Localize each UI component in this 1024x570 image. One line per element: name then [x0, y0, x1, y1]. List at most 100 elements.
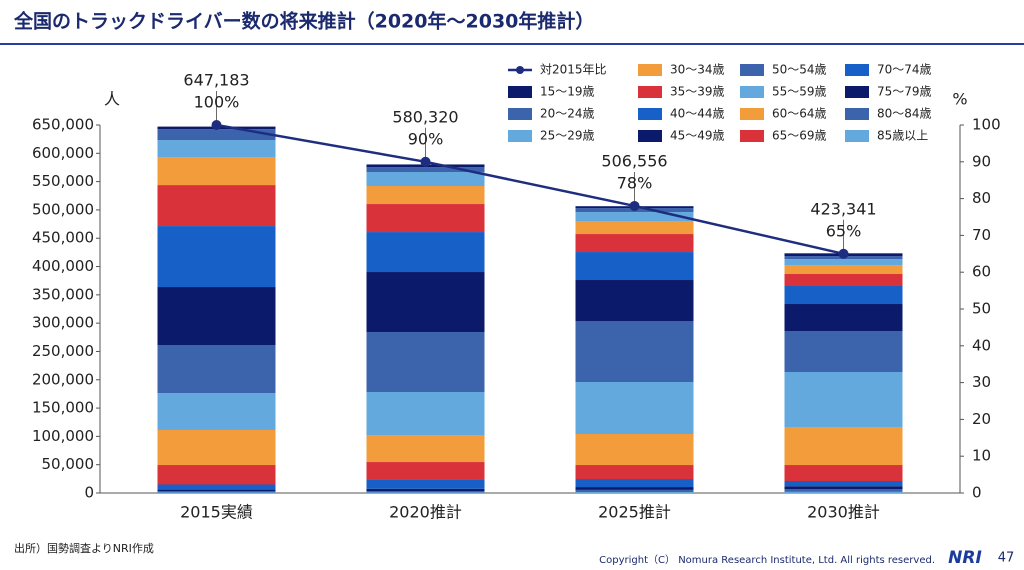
y-tick-label: 500,000 — [32, 200, 94, 218]
ratio-marker — [211, 120, 222, 130]
x-tick-label: 2015実績 — [180, 503, 253, 522]
legend-label: 15～19歳 — [540, 85, 595, 99]
y-tick-label: 150,000 — [32, 399, 94, 417]
total-label: 423,341 — [810, 199, 876, 218]
bar-segment — [157, 492, 276, 493]
y2-tick-label: 40 — [972, 336, 991, 354]
legend-label: 50～54歳 — [772, 63, 827, 77]
bar-segment — [157, 345, 276, 394]
bar-segment — [784, 426, 903, 466]
bar-segment — [575, 487, 694, 490]
legend-swatch — [508, 86, 532, 98]
bar-segment — [157, 429, 276, 466]
y2-tick-label: 90 — [972, 152, 991, 170]
y-tick-label: 50,000 — [42, 455, 95, 473]
bar-segment — [157, 157, 276, 186]
bar-segment — [575, 479, 694, 488]
bar-segment — [575, 221, 694, 235]
y-tick-label: 200,000 — [32, 370, 94, 388]
x-tick-label: 2025推計 — [598, 503, 671, 522]
legend-label: 80～84歳 — [877, 107, 932, 121]
bar-segment — [575, 434, 694, 466]
logo: NRI — [948, 548, 982, 568]
y-tick-label: 250,000 — [32, 342, 94, 360]
bar-segment — [366, 435, 485, 463]
y2-axis-label: % — [952, 90, 967, 109]
bar-segment — [784, 304, 903, 332]
y2-tick-label: 30 — [972, 373, 991, 391]
y-tick-label: 0 — [84, 484, 94, 502]
legend-label: 25～29歳 — [540, 129, 595, 143]
ratio-label: 100% — [194, 93, 240, 112]
bar-segment — [157, 226, 276, 288]
y-tick-label: 600,000 — [32, 144, 94, 162]
bar-segment — [157, 140, 276, 158]
copyright: Copyright（C） Nomura Research Institute, … — [599, 554, 935, 566]
bar-segment — [575, 492, 694, 493]
legend-swatch — [845, 86, 869, 98]
y-tick-label: 350,000 — [32, 285, 94, 303]
y2-tick-label: 0 — [972, 484, 982, 502]
y2-tick-label: 60 — [972, 263, 991, 281]
ratio-marker — [420, 156, 431, 167]
bar-segment — [366, 491, 485, 493]
y2-tick-label: 10 — [972, 447, 991, 465]
y2-tick-label: 80 — [972, 189, 991, 207]
bar-segment — [366, 462, 485, 480]
bar-segment — [575, 280, 694, 322]
bar-segment — [784, 331, 903, 373]
total-label: 647,183 — [183, 71, 249, 90]
legend-label: 45～49歳 — [670, 129, 725, 143]
legend-swatch — [508, 108, 532, 120]
legend-swatch — [845, 64, 869, 76]
legend-swatch — [638, 64, 662, 76]
ratio-label: 65% — [826, 221, 862, 240]
legend-swatch — [845, 108, 869, 120]
bar-segment — [366, 167, 485, 173]
ratio-label: 78% — [617, 173, 653, 192]
legend-swatch — [638, 108, 662, 120]
y2-tick-label: 50 — [972, 300, 991, 318]
y-tick-label: 300,000 — [32, 314, 94, 332]
legend-label: 30～34歳 — [670, 63, 725, 77]
legend-label: 35～39歳 — [670, 85, 725, 99]
bar-segment — [366, 204, 485, 233]
bar-segment — [366, 391, 485, 436]
bar-segment — [157, 465, 276, 485]
bar-segment — [784, 465, 903, 481]
bar-segment — [784, 480, 903, 487]
bar-segment — [157, 393, 276, 430]
legend-label: 60～64歳 — [772, 107, 827, 121]
bar-segment — [575, 321, 694, 383]
bar-segment — [575, 212, 694, 222]
y-tick-label: 400,000 — [32, 257, 94, 275]
y2-tick-label: 70 — [972, 226, 991, 244]
x-tick-label: 2030推計 — [807, 503, 880, 522]
y-axis-label: 人 — [104, 90, 120, 109]
bar-segment — [157, 489, 276, 492]
bar-segment — [366, 186, 485, 205]
bar-segment — [784, 372, 903, 427]
y-tick-label: 550,000 — [32, 172, 94, 190]
legend-swatch — [508, 130, 532, 142]
legend-label: 70～74歳 — [877, 63, 932, 77]
legend-label: 85歳以上 — [877, 129, 928, 143]
ratio-marker — [629, 200, 640, 211]
bar-segment — [157, 491, 276, 493]
legend-marker — [516, 66, 524, 74]
bar-segment — [784, 491, 903, 493]
legend-swatch — [740, 108, 764, 120]
bar-segment — [575, 252, 694, 281]
page-number: 47 — [998, 551, 1015, 566]
ratio-label: 90% — [408, 129, 444, 148]
bar-segment — [784, 265, 903, 275]
x-tick-label: 2020推計 — [389, 503, 462, 522]
legend-swatch — [638, 130, 662, 142]
legend-label: 対2015年比 — [540, 63, 607, 77]
bar-segment — [366, 488, 485, 492]
chart-title: 全国のトラックドライバー数の将来推計（2020年～2030年推計） — [13, 10, 594, 33]
bar-segment — [784, 486, 903, 490]
legend-swatch — [740, 130, 764, 142]
